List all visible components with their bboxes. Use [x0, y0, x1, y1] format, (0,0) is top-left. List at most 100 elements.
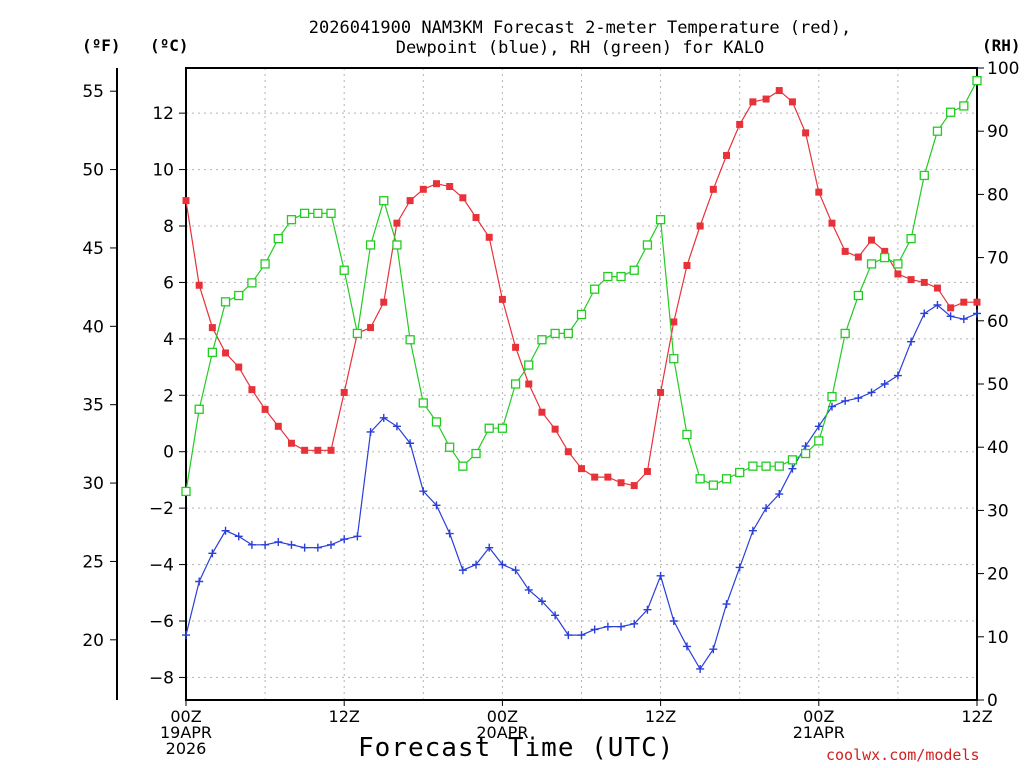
dewpoint-point [735, 563, 744, 572]
celsius-tick-label: 12 [152, 104, 174, 124]
rh-point [431, 417, 442, 427]
celsius-tick-label: 4 [163, 330, 174, 350]
temperature-point [340, 388, 348, 396]
rh-point [550, 328, 560, 339]
dewpoint-point [722, 600, 731, 609]
temperature-point [248, 386, 256, 394]
dewpoint-point [880, 380, 889, 388]
temperature-point [973, 298, 981, 306]
fahrenheit-tick-label: 20 [82, 631, 104, 651]
chart-series [181, 75, 982, 673]
temperature-point [815, 188, 823, 196]
rh-point [207, 347, 218, 358]
x-tick-date-label: 21APR [793, 723, 845, 742]
dewpoint-point [630, 619, 639, 628]
rh-point [537, 335, 547, 345]
dewpoint-point [340, 535, 349, 544]
rh-tick-label: 30 [987, 501, 1009, 521]
temperature-point [287, 439, 295, 447]
temperature-point [274, 422, 282, 430]
dewpoint-point [643, 605, 652, 614]
rh-point [458, 461, 468, 471]
rh-point [814, 436, 824, 446]
dewpoint-point [775, 490, 784, 499]
temperature-point [617, 479, 625, 487]
dewpoint-point [195, 577, 204, 586]
temperature-point [498, 295, 506, 303]
rh-point [682, 429, 692, 440]
chart-title-line-1: 2026041900 NAM3KM Forecast 2-meter Tempe… [308, 18, 852, 38]
rh-tick-label: 20 [987, 565, 1009, 585]
rh-point [326, 208, 336, 219]
dewpoint-point [537, 597, 546, 606]
rh-point [418, 398, 428, 408]
rh-point [695, 474, 705, 484]
dewpoint-point [353, 532, 362, 541]
temperature-point [564, 448, 572, 456]
fahrenheit-tick-label: 55 [82, 82, 104, 102]
rh-point [497, 423, 508, 433]
series-line-temperature [185, 89, 977, 487]
rh-point [866, 259, 877, 269]
rh-point [563, 328, 573, 339]
celsius-tick-label: 8 [163, 217, 174, 237]
rh-point [945, 107, 956, 117]
x-tick-date-label: 19APR [160, 723, 212, 742]
dewpoint-point [287, 540, 296, 549]
temperature-point [723, 151, 731, 159]
rh-point [840, 328, 850, 339]
rh-point [181, 486, 191, 497]
dewpoint-point [406, 439, 415, 448]
temperature-point [301, 446, 309, 454]
rh-point [629, 265, 639, 275]
dewpoint-point [313, 543, 322, 552]
temperature-point [182, 197, 190, 205]
rh-point [273, 233, 283, 244]
rh-point [405, 335, 415, 345]
dewpoint-point [788, 464, 797, 473]
dewpoint-point [920, 309, 929, 318]
temperature-point [551, 425, 559, 433]
dewpoint-point [696, 664, 705, 673]
x-tick-label: 12Z [329, 707, 360, 726]
temperature-point [485, 233, 493, 241]
dewpoint-point [867, 388, 876, 397]
rh-point [352, 328, 363, 339]
temperature-point [604, 473, 612, 481]
dewpoint-point [946, 312, 955, 321]
fahrenheit-tick-label: 45 [82, 239, 104, 259]
temperature-point [775, 87, 783, 95]
dewpoint-point [392, 422, 401, 431]
rh-point [932, 126, 943, 136]
rh-point [299, 208, 310, 219]
temperature-point [762, 95, 770, 103]
rh-point [655, 215, 666, 225]
x-tick-label: 12Z [961, 707, 992, 726]
temperature-point [696, 222, 704, 230]
rh-point [313, 208, 323, 219]
dewpoint-point [379, 413, 388, 422]
dewpoint-point [485, 543, 494, 552]
temperature-point [643, 467, 651, 475]
rh-point [748, 461, 758, 471]
x-tick-label: 00Z [487, 707, 518, 726]
temperature-point [525, 380, 533, 388]
dewpoint-point [247, 540, 256, 549]
temperature-point [195, 281, 203, 289]
dewpoint-point [274, 538, 283, 546]
temperature-point [828, 219, 836, 227]
celsius-tick-label: 10 [152, 161, 174, 181]
rh-point [708, 480, 718, 490]
rh-tick-label: 50 [987, 375, 1009, 395]
rh-unit-label: (RH) [982, 36, 1021, 55]
dewpoint-point [814, 422, 823, 431]
fahrenheit-tick-label: 50 [82, 161, 104, 181]
temperature-point [683, 262, 691, 269]
rh-point [919, 170, 929, 181]
rh-point [194, 404, 204, 414]
rh-point [827, 391, 837, 402]
chart-title-line-2: Dewpoint (blue), RH (green) for KALO [395, 38, 765, 58]
dewpoint-point [762, 504, 771, 513]
rh-point [959, 101, 969, 111]
